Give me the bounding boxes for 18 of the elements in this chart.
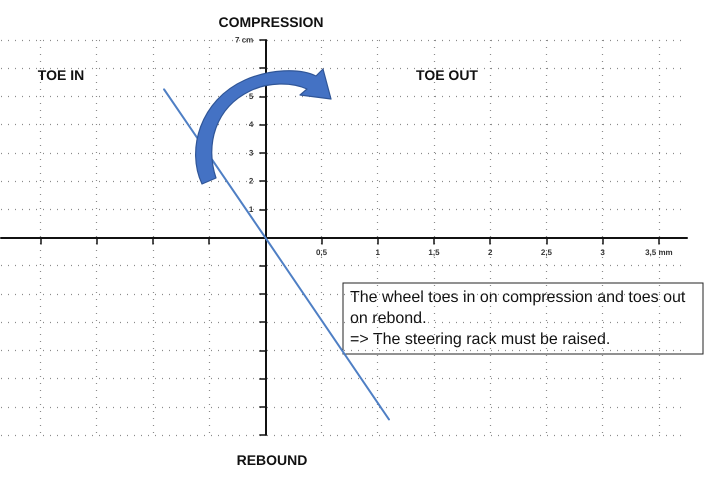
text: COMPRESSION	[218, 14, 324, 30]
annotation: The wheel toes in on compression and toes out on rebond. => The steering rack must be raised.	[350, 289, 690, 348]
x-tick-label: 3	[600, 248, 606, 257]
y-tick-label: 2	[248, 176, 254, 186]
annotation: TOE IN	[38, 67, 84, 83]
annotation: TOE OUT	[416, 67, 478, 83]
x-tick-label: 2,5	[540, 248, 553, 257]
x-tick-label: 3,5 mm	[645, 248, 673, 257]
x-tick-label: 0,5	[316, 248, 328, 257]
x-tick-label: 1	[376, 248, 381, 257]
y-tick-label: 7 cm	[235, 36, 254, 44]
y-tick-label: 3	[248, 148, 254, 158]
y-tick-label: 5	[248, 92, 254, 101]
y-tick-label: 1	[248, 204, 254, 214]
text: REBOUND	[236, 452, 308, 468]
x-tick-label: 1,5	[428, 248, 440, 257]
y-tick-label: 4	[248, 120, 254, 130]
x-tick-label: 2	[488, 248, 493, 257]
